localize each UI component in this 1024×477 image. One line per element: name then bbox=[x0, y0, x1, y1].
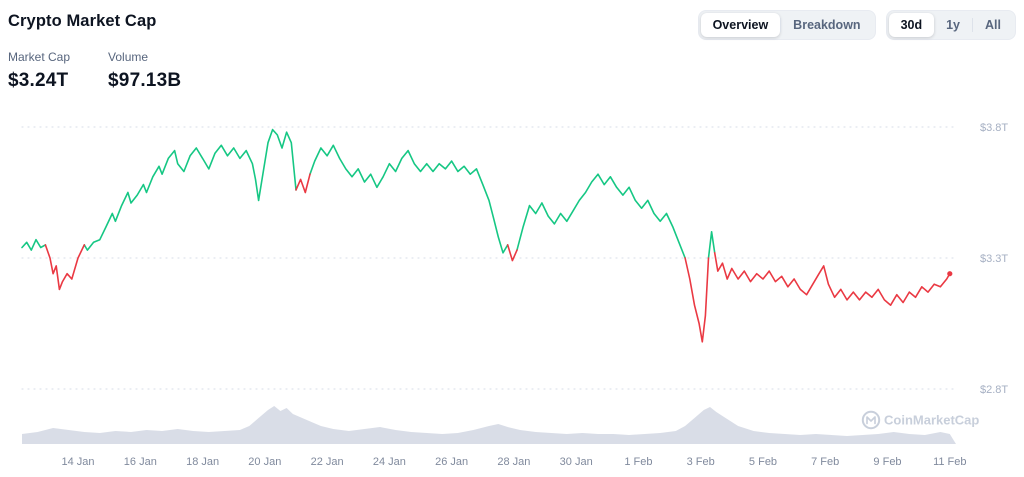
range-1y-button[interactable]: 1y bbox=[934, 13, 972, 37]
chart-controls: Overview Breakdown 30d 1y All bbox=[697, 10, 1016, 40]
x-axis-label: 11 Feb bbox=[933, 456, 966, 468]
range-30d-button[interactable]: 30d bbox=[888, 13, 935, 37]
x-axis-label: 14 Jan bbox=[61, 456, 94, 468]
marketcap-line-red bbox=[44, 173, 951, 343]
x-axis-label: 28 Jan bbox=[497, 456, 530, 468]
chart-hover-area[interactable] bbox=[8, 110, 960, 441]
stats-row: Market Cap $3.24T Volume $97.13B bbox=[8, 50, 181, 92]
volume-area bbox=[22, 406, 956, 444]
marketcap-line-green bbox=[21, 128, 716, 259]
y-axis-label: $3.3T bbox=[980, 253, 1008, 265]
x-axis-label: 24 Jan bbox=[373, 456, 406, 468]
x-axis-label: 3 Feb bbox=[687, 456, 715, 468]
watermark-text: CoinMarketCap bbox=[884, 413, 979, 428]
volume-label: Volume bbox=[108, 50, 149, 64]
tab-breakdown[interactable]: Breakdown bbox=[781, 13, 872, 37]
x-axis-label: 30 Jan bbox=[560, 456, 593, 468]
x-axis-label: 26 Jan bbox=[435, 456, 468, 468]
volume-value: $97.13B bbox=[108, 70, 182, 91]
x-axis-label: 1 Feb bbox=[624, 456, 652, 468]
coinmarketcap-logo-m bbox=[866, 416, 876, 425]
x-axis-label: 20 Jan bbox=[248, 456, 281, 468]
x-axis-label: 18 Jan bbox=[186, 456, 219, 468]
x-axis-label: 7 Feb bbox=[811, 456, 839, 468]
x-axis-label: 5 Feb bbox=[749, 456, 777, 468]
market-cap-value: $3.24T bbox=[8, 70, 69, 91]
tab-overview[interactable]: Overview bbox=[700, 13, 781, 37]
x-axis-label: 9 Feb bbox=[873, 456, 901, 468]
page-title: Crypto Market Cap bbox=[8, 12, 157, 30]
view-toggle: Overview Breakdown bbox=[697, 10, 876, 40]
y-axis-label: $3.8T bbox=[980, 122, 1008, 134]
latest-point-dot bbox=[947, 271, 953, 277]
range-all-button[interactable]: All bbox=[973, 13, 1013, 37]
header: Crypto Market Cap Overview Breakdown 30d… bbox=[0, 0, 1024, 40]
coinmarketcap-logo-icon bbox=[861, 410, 881, 430]
volume-stat: Volume $97.13B bbox=[108, 50, 181, 92]
x-axis-label: 22 Jan bbox=[311, 456, 344, 468]
y-axis-label: $2.8T bbox=[980, 384, 1008, 396]
toggle-divider bbox=[972, 18, 974, 32]
toggle-divider bbox=[780, 18, 782, 32]
coinmarketcap-watermark: CoinMarketCap bbox=[861, 410, 979, 430]
x-axis-label: 16 Jan bbox=[124, 456, 157, 468]
market-cap-label: Market Cap bbox=[8, 50, 71, 64]
range-toggle: 30d 1y All bbox=[885, 10, 1016, 40]
market-cap-stat: Market Cap $3.24T bbox=[8, 50, 70, 92]
